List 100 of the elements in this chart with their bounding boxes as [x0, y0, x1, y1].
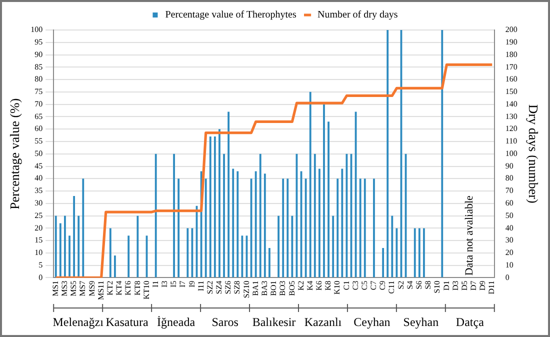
x-tick-label: C9: [378, 280, 388, 290]
x-tick-label: S10: [432, 280, 442, 294]
text: Datça: [456, 315, 485, 330]
y2-tick-label: 90: [505, 161, 514, 170]
y-tick-label: 30: [34, 198, 43, 208]
y-tick-label: 50: [34, 148, 43, 158]
x-tick-label: KT4: [114, 280, 124, 296]
y2-tick-label: 200: [505, 25, 518, 34]
x-tick-label: C5: [360, 280, 369, 290]
text: Melenağzı: [52, 315, 104, 330]
text: Balıkesir: [252, 315, 296, 330]
y2-tick-label: 150: [505, 87, 518, 96]
annotation: Data not avaliable: [463, 196, 476, 276]
text: Ceyhan: [354, 315, 390, 330]
y-tick-label: 10: [34, 248, 43, 258]
x-tick-label: I7: [178, 280, 188, 288]
x-tick-label: S4: [405, 280, 414, 290]
x-tick-label: I11: [196, 280, 206, 292]
x-tick-label: D1: [442, 280, 451, 291]
y-tick-label: 80: [34, 74, 43, 84]
y-tick-label: 5: [38, 260, 43, 270]
x-tick-label: C1: [342, 280, 351, 290]
x-tick-label: D11: [487, 280, 496, 294]
x-tick-label: SZ2: [205, 280, 214, 294]
y-tick-label: 0: [38, 272, 43, 282]
x-tick-label: S2: [396, 280, 406, 290]
x-tick-label: K8: [324, 280, 333, 291]
x-tick-label: MS5: [69, 280, 78, 296]
y-tick-label: 20: [34, 223, 43, 232]
text: İğneada: [157, 315, 196, 330]
y-axis-title: Percentage value (%): [7, 98, 22, 210]
x-tick-label: C3: [350, 280, 360, 290]
y2-tick-label: 40: [505, 223, 514, 232]
x-tick-label: S8: [424, 280, 433, 290]
x-tick-label: BA1: [250, 280, 260, 296]
text: Seyhan: [403, 315, 439, 330]
y2-tick-label: 20: [505, 248, 514, 258]
x-tick-label: MS9: [87, 280, 96, 296]
y-tick-label: 95: [34, 37, 43, 46]
x-tick-label: KT6: [124, 280, 133, 296]
x-tick-label: MS3: [60, 280, 70, 296]
y-tick-label: 70: [34, 99, 43, 108]
y2-tick-label: 80: [505, 174, 514, 183]
x-tick-label: C7: [369, 280, 378, 290]
x-tick-label: BO5: [287, 280, 296, 296]
x-tick-label: K2: [296, 280, 306, 291]
x-tick-label: MS11: [96, 280, 106, 300]
x-tick-label: I1: [150, 280, 160, 288]
y2-tick-label: 60: [505, 198, 514, 208]
text: Kazanlı: [304, 315, 342, 330]
x-tick-label: I9: [187, 280, 196, 288]
y2-tick-label: 160: [505, 74, 518, 84]
legend-label: Number of dry days: [318, 10, 398, 21]
y2-axis-title: Dry days (number): [526, 104, 541, 204]
y2-tick-label: 50: [505, 210, 514, 220]
x-tick-label: D7: [469, 280, 478, 291]
y-tick-label: 15: [34, 236, 43, 245]
x-tick-label: KT10: [142, 280, 151, 300]
x-tick-label: BA3: [260, 280, 270, 296]
y2-tick-label: 170: [505, 62, 518, 72]
y-tick-label: 55: [34, 136, 43, 146]
x-tick-label: SZ4: [214, 280, 224, 294]
x-tick-label: BO1: [269, 280, 278, 296]
y2-tick-label: 30: [505, 236, 514, 245]
legend-label: Percentage value of Therophytes: [165, 10, 296, 21]
x-tick-label: K4: [305, 280, 314, 291]
x-tick-label: KT8: [132, 280, 142, 296]
y2-tick-label: 0: [505, 272, 510, 282]
x-tick-label: D9: [478, 280, 488, 291]
y2-tick-label: 70: [505, 186, 514, 196]
x-tick-label: MS1: [50, 280, 60, 296]
x-tick-label: D3: [450, 280, 460, 291]
y-tick-label: 45: [34, 161, 43, 170]
y2-tick-label: 140: [505, 99, 518, 108]
x-tick-label: C11: [387, 280, 396, 294]
x-tick-label: I5: [169, 280, 178, 288]
y-tick-label: 75: [34, 87, 43, 96]
y-tick-label: 65: [34, 112, 43, 121]
x-tick-label: K10: [332, 280, 342, 295]
x-tick-label: D5: [460, 280, 469, 291]
y-tick-label: 90: [34, 50, 43, 59]
y2-tick-label: 130: [505, 112, 518, 121]
text: Saros: [212, 315, 239, 330]
y2-tick-label: 190: [505, 37, 518, 46]
x-tick-label: SZ10: [242, 280, 251, 298]
x-tick-label: S6: [414, 280, 424, 290]
y2-tick-label: 180: [505, 50, 518, 59]
y2-tick-label: 120: [505, 124, 518, 134]
text: Kasatura: [106, 315, 150, 330]
y2-tick-label: 10: [505, 260, 514, 270]
y-tick-label: 100: [30, 25, 43, 34]
x-tick-label: SZ8: [232, 280, 242, 294]
y-tick-label: 25: [34, 210, 43, 220]
y2-tick-label: 110: [505, 136, 518, 146]
y-tick-label: 40: [34, 174, 43, 183]
x-tick-label: I3: [160, 280, 170, 288]
y-tick-label: 85: [34, 62, 43, 72]
y2-tick-label: 100: [505, 148, 518, 158]
y-tick-label: 35: [34, 186, 43, 196]
x-tick-label: KT2: [106, 280, 114, 296]
